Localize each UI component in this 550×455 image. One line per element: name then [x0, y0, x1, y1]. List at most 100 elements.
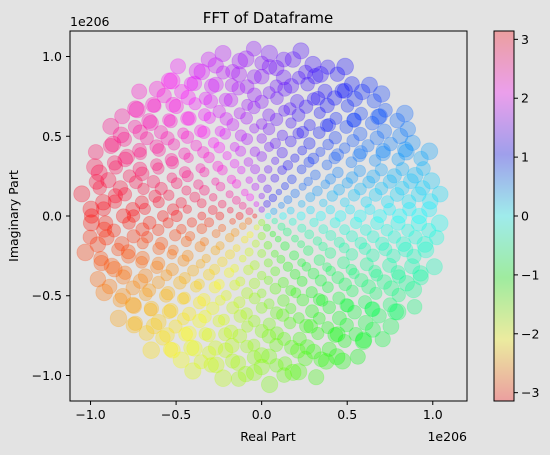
data-point: [246, 87, 262, 103]
data-point: [303, 176, 314, 187]
data-point: [344, 204, 356, 215]
data-point: [417, 241, 435, 259]
data-point: [151, 275, 165, 289]
data-point: [263, 240, 273, 250]
data-point: [292, 42, 310, 60]
data-point: [276, 367, 292, 383]
data-point: [285, 284, 297, 297]
data-point: [163, 114, 178, 129]
data-point: [347, 189, 361, 202]
data-point: [280, 241, 290, 251]
data-point: [198, 91, 213, 106]
data-point: [73, 185, 91, 203]
data-point: [297, 240, 306, 249]
data-point: [317, 83, 333, 99]
data-point: [349, 216, 363, 230]
data-point: [82, 229, 98, 245]
data-point: [325, 229, 337, 241]
data-point: [246, 193, 255, 202]
data-point: [226, 206, 234, 214]
data-point: [300, 76, 315, 92]
data-point: [269, 326, 284, 341]
x-tick-label: 0.5: [337, 407, 357, 422]
data-point: [199, 166, 210, 178]
data-point: [285, 302, 297, 315]
data-point: [276, 308, 290, 322]
data-point: [225, 190, 234, 199]
data-point: [186, 217, 198, 228]
data-point: [312, 126, 326, 140]
data-point: [319, 97, 335, 114]
data-point: [240, 339, 254, 354]
data-point: [258, 218, 266, 227]
data-point: [284, 363, 302, 381]
data-point: [245, 40, 262, 57]
data-point: [306, 205, 315, 215]
data-point: [395, 104, 414, 123]
data-point: [195, 163, 206, 174]
data-point: [183, 76, 199, 92]
data-point: [193, 63, 211, 81]
data-point: [364, 203, 376, 215]
data-point: [296, 293, 310, 307]
data-point: [355, 331, 373, 349]
data-point: [142, 341, 161, 360]
data-point: [257, 248, 267, 258]
data-point: [239, 79, 255, 94]
data-point: [248, 314, 261, 328]
data-point: [301, 261, 312, 272]
data-point: [222, 150, 232, 161]
data-point: [307, 152, 320, 165]
data-point: [126, 209, 141, 223]
data-point: [132, 142, 147, 158]
data-point: [166, 172, 178, 184]
data-point: [269, 337, 284, 352]
data-point: [135, 222, 150, 237]
data-point: [291, 108, 306, 122]
data-point: [263, 298, 275, 310]
data-point: [156, 210, 169, 222]
data-point: [328, 151, 342, 165]
data-point: [97, 215, 114, 231]
data-point: [321, 159, 333, 171]
data-point: [250, 164, 261, 175]
data-point: [303, 156, 315, 168]
data-point: [275, 51, 292, 68]
data-point: [346, 90, 363, 107]
data-point: [345, 248, 359, 261]
data-point: [201, 253, 211, 264]
data-point: [232, 244, 241, 253]
data-point: [258, 192, 266, 200]
data-point: [268, 59, 285, 77]
data-point: [231, 179, 242, 189]
data-point: [358, 242, 372, 256]
colorbar: [493, 30, 515, 402]
data-point: [353, 145, 368, 160]
data-point: [392, 127, 409, 145]
data-point: [251, 182, 260, 191]
data-point: [139, 131, 154, 146]
data-point: [229, 141, 240, 152]
data-point: [182, 204, 193, 214]
data-point: [309, 217, 319, 228]
data-point: [325, 265, 337, 277]
data-point: [370, 268, 384, 282]
data-point: [207, 76, 224, 93]
data-point: [394, 180, 410, 196]
data-point: [312, 66, 329, 83]
data-point: [268, 193, 278, 203]
data-point: [214, 45, 232, 63]
data-point: [127, 100, 145, 118]
data-point: [406, 248, 422, 264]
data-point: [114, 108, 131, 125]
data-point: [337, 333, 352, 348]
data-point: [257, 231, 266, 241]
data-point: [246, 231, 254, 239]
data-point: [112, 180, 129, 196]
data-point: [284, 339, 300, 355]
data-point: [106, 155, 123, 171]
data-point: [134, 195, 149, 210]
data-point: [204, 217, 215, 228]
data-point: [263, 275, 274, 286]
